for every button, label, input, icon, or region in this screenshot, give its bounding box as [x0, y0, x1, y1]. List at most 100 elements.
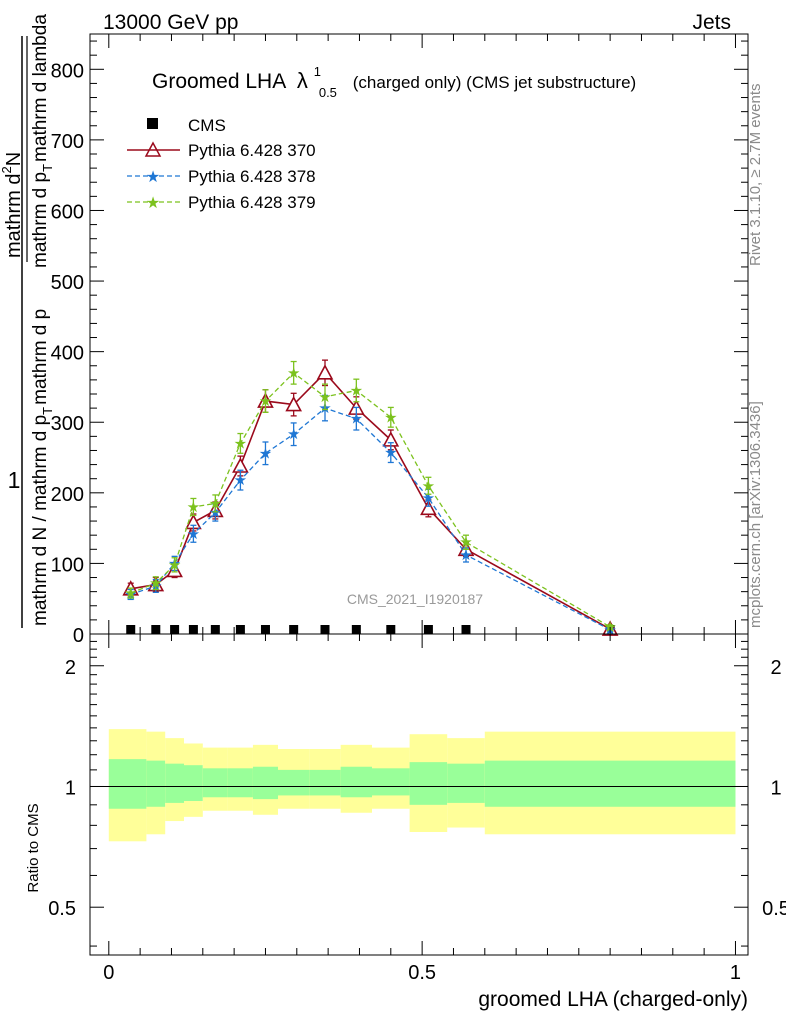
ratio-band-inner [252, 766, 278, 800]
p378-data-point: ★ [234, 472, 247, 489]
p378-data-point: ★ [187, 526, 200, 543]
main-panel: ★ ★★★★★★★★★★★★★★★★★ ★★★★★ ★★★★★ 01002003004… [51, 33, 749, 647]
header-left: 13000 GeV pp [103, 11, 238, 34]
cms-data-point [126, 625, 136, 634]
legend-p379-label: Pythia 6.428 379 [188, 193, 316, 212]
cms-data-point [289, 625, 299, 634]
cms-data-point [210, 625, 220, 634]
p378-data-point: ★ [259, 445, 272, 462]
y-tick-label: 500 [51, 272, 84, 294]
x-tick-label: 1 [730, 962, 741, 984]
p370-data-point [420, 499, 437, 516]
ratio-band-inner [409, 762, 448, 805]
y-tick-label: 700 [51, 131, 84, 153]
title-sup: 1 [314, 64, 321, 79]
watermark: CMS_2021_I1920187 [347, 591, 483, 607]
p378-data-point: ★ [384, 445, 397, 462]
legend-p370-marker [144, 141, 162, 157]
ratio-tick-label: 2 [65, 657, 76, 679]
cms-data-point [423, 625, 433, 634]
ratio-band-inner [227, 768, 253, 798]
ratio-band-inner [340, 766, 372, 798]
p378-data-point: ★ [459, 547, 472, 564]
x-axis-label: groomed LHA (charged-only) [478, 988, 748, 1011]
title-main: Groomed LHA [152, 70, 286, 93]
legend-p378-label: Pythia 6.428 378 [188, 167, 316, 186]
legend-p379-marker: ★ [146, 195, 160, 212]
p379-data-point: ★ [287, 365, 300, 382]
p379-data-point: ★ [259, 393, 272, 410]
ratio-tick-label-right: 2 [770, 657, 781, 679]
cms-data-point [188, 625, 198, 634]
rivet-label: Rivet 3.1.10, ≥ 2.7M events [747, 84, 764, 267]
cms-data-point [351, 625, 361, 634]
p378-data-point: ★ [209, 505, 222, 522]
y-tick-label: 300 [51, 413, 84, 435]
p370-data-point [285, 395, 303, 412]
p370-series-line [130, 371, 611, 630]
y-tick-label: 200 [51, 484, 84, 506]
p379-data-point: ★ [124, 585, 137, 602]
title-sub: 0.5 [319, 85, 337, 100]
ratio-band-inner [184, 765, 203, 802]
ratio-band-inner [372, 768, 410, 796]
y-tick-label: 800 [51, 60, 84, 82]
title-lambda: λ [297, 68, 308, 93]
x-tick-label: 0 [103, 962, 114, 984]
legend: CMS Pythia 6.428 370 ★ Pythia 6.428 378 … [127, 116, 316, 212]
svg-text:Groomed LHA λ 1: Groomed LHA λ 1 0.5 (charged only) (CMS … [152, 58, 636, 102]
p379-data-point: ★ [422, 478, 435, 495]
y-label-one: 1 [8, 467, 21, 493]
cms-data-point [461, 625, 471, 634]
p379-data-point: ★ [318, 389, 331, 406]
cms-data-point [151, 625, 161, 634]
ratio-band-inner [484, 760, 736, 807]
ratio-band-inner [202, 768, 228, 798]
legend-p378-marker: ★ [146, 169, 160, 186]
p379-data-point: ★ [168, 557, 181, 574]
p379-data-point: ★ [234, 435, 247, 452]
legend-cms-label: CMS [188, 116, 226, 135]
ratio-band-inner [165, 763, 184, 803]
cms-data-point [235, 625, 245, 634]
y-label-numerator: mathrm d2N [0, 152, 25, 258]
p379-data-point: ★ [149, 575, 162, 592]
p378-data-point: ★ [287, 426, 300, 443]
plot-title: Groomed LHA λ 1 0.5 (charged only) (CMS … [152, 58, 636, 102]
y-tick-label: 100 [51, 554, 84, 576]
p370-data-point [316, 364, 334, 380]
p378-series-line [130, 407, 611, 631]
p378-data-point: ★ [422, 490, 435, 507]
legend-p370-label: Pythia 6.428 370 [188, 141, 316, 160]
p378-data-point: ★ [350, 411, 363, 428]
ratio-tick-label-right: 1 [770, 777, 781, 799]
ratio-band-inner [108, 759, 147, 809]
p379-data-point: ★ [350, 382, 363, 399]
title-rest: (charged only) (CMS jet substructure) [353, 73, 636, 92]
cms-data-point [170, 625, 180, 634]
ratio-band-inner [146, 760, 166, 807]
ratio-y-label: Ratio to CMS [25, 803, 42, 892]
ratio-frame [89, 633, 749, 956]
ratio-band-inner [447, 763, 485, 803]
ratio-tick-label: 1 [65, 777, 76, 799]
cms-data-point [320, 625, 330, 634]
header-right: Jets [692, 11, 731, 34]
ratio-tick-label-right: 0.5 [762, 898, 786, 920]
p379-data-point: ★ [459, 534, 472, 551]
y-label-denominator: mathrm d N / mathrm d pTmathrm d p [30, 309, 55, 626]
ratio-tick-label: 0.5 [48, 898, 76, 920]
y-axis-label: 1 mathrm d N / mathrm d pTmathrm d p mat… [0, 14, 55, 628]
ratio-panel: 0.5 0.5 1 1 2 2 0 0.5 1 [48, 633, 786, 984]
mcplots-label: mcplots.cern.ch [arXiv:1306.3436] [747, 401, 764, 628]
ratio-band-inner [278, 769, 310, 796]
y-tick-label: 600 [51, 201, 84, 223]
p379-data-point: ★ [187, 499, 200, 516]
y-tick-label: 400 [51, 343, 84, 365]
ratio-band-inner [309, 769, 341, 796]
p379-data-point: ★ [384, 409, 397, 426]
y-label-inner-denominator: mathrm d pTmathrm d lambda [30, 14, 55, 268]
p379-data-point: ★ [209, 495, 222, 512]
y-tick-label: 0 [73, 625, 84, 647]
